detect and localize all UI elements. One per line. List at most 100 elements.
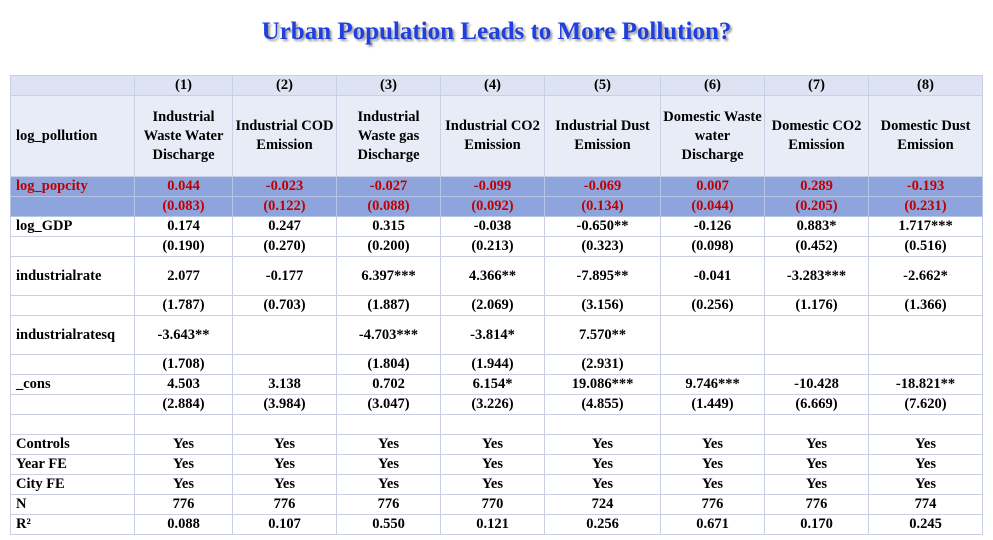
coef-cell: 0.315 [336, 216, 441, 237]
column-header: Domestic CO2 Emission [764, 95, 869, 177]
row-label-empty [10, 394, 135, 415]
column-number: (1) [134, 75, 233, 96]
coef-cell: -2.662* [868, 256, 983, 296]
se-cell: (1.176) [764, 295, 869, 316]
coef-cell: 6.154* [440, 374, 545, 395]
se-cell: (1.366) [868, 295, 983, 316]
spacer-cell [544, 414, 661, 435]
coef-row-log-gdp: log_GDP 0.174 0.247 0.315 -0.038 -0.650*… [10, 216, 983, 237]
coef-cell: 4.503 [134, 374, 233, 395]
se-cell: (1.887) [336, 295, 441, 316]
coef-cell [232, 315, 337, 355]
row-label-empty [10, 295, 135, 316]
se-cell: (3.047) [336, 394, 441, 415]
spacer-cell [868, 414, 983, 435]
footer-cell: Yes [134, 434, 233, 455]
footer-cell: Yes [764, 474, 869, 495]
se-cell: (0.122) [232, 196, 337, 217]
coef-cell: -0.193 [868, 176, 983, 197]
coef-cell: 0.883* [764, 216, 869, 237]
column-number: (6) [660, 75, 765, 96]
footer-cell: Yes [544, 454, 661, 475]
row-label: R² [10, 514, 135, 535]
footer-cell: Yes [440, 434, 545, 455]
footer-cell: Yes [660, 454, 765, 475]
footer-cell: Yes [440, 474, 545, 495]
se-cell: (4.855) [544, 394, 661, 415]
coef-cell: -4.703*** [336, 315, 441, 355]
row-label: log_popcity [10, 176, 135, 197]
se-cell [660, 354, 765, 375]
spacer-cell [336, 414, 441, 435]
column-header: Industrial Waste gas Discharge [336, 95, 441, 177]
row-label: Controls [10, 434, 135, 455]
se-cell: (0.098) [660, 236, 765, 257]
column-header-row: log_pollution Industrial Waste Water Dis… [10, 95, 983, 177]
row-label-empty [10, 354, 135, 375]
se-cell: (3.156) [544, 295, 661, 316]
footer-row-r-squared: R² 0.088 0.107 0.550 0.121 0.256 0.671 0… [10, 514, 983, 535]
coef-cell: 0.289 [764, 176, 869, 197]
footer-cell: 776 [660, 494, 765, 515]
coef-cell: -0.650** [544, 216, 661, 237]
coef-cell: 9.746*** [660, 374, 765, 395]
footer-cell: 0.245 [868, 514, 983, 535]
row-label: N [10, 494, 135, 515]
coef-cell: 7.570** [544, 315, 661, 355]
se-row-industrialratesq: (1.708) (1.804) (1.944) (2.931) [10, 354, 983, 375]
column-number: (2) [232, 75, 337, 96]
se-cell: (0.213) [440, 236, 545, 257]
spacer-cell [764, 414, 869, 435]
footer-cell: 776 [764, 494, 869, 515]
footer-cell: Yes [660, 434, 765, 455]
footer-cell: Yes [232, 454, 337, 475]
column-number: (8) [868, 75, 983, 96]
spacer-cell [134, 414, 233, 435]
spacer-cell [440, 414, 545, 435]
column-header: Industrial Dust Emission [544, 95, 661, 177]
coef-cell: 19.086*** [544, 374, 661, 395]
coef-cell [868, 315, 983, 355]
coef-cell: 2.077 [134, 256, 233, 296]
footer-cell: Yes [336, 434, 441, 455]
se-cell: (1.787) [134, 295, 233, 316]
row-label: Year FE [10, 454, 135, 475]
footer-cell: 0.107 [232, 514, 337, 535]
se-cell: (6.669) [764, 394, 869, 415]
se-row-log-popcity: (0.083) (0.122) (0.088) (0.092) (0.134) … [10, 196, 983, 217]
column-number: (3) [336, 75, 441, 96]
footer-cell: Yes [440, 454, 545, 475]
coef-cell: 0.044 [134, 176, 233, 197]
coef-cell: -0.023 [232, 176, 337, 197]
dependent-variable-label: log_pollution [10, 95, 135, 177]
se-row-cons: (2.884) (3.984) (3.047) (3.226) (4.855) … [10, 394, 983, 415]
coef-cell: -3.814* [440, 315, 545, 355]
se-cell [764, 354, 869, 375]
footer-cell: 774 [868, 494, 983, 515]
coef-cell [660, 315, 765, 355]
coef-cell: 0.007 [660, 176, 765, 197]
column-header: Domestic Dust Emission [868, 95, 983, 177]
row-label: City FE [10, 474, 135, 495]
coef-cell: -0.027 [336, 176, 441, 197]
column-header: Domestic Waste water Discharge [660, 95, 765, 177]
footer-row-city-fe: City FE Yes Yes Yes Yes Yes Yes Yes Yes [10, 474, 983, 495]
se-row-industrialrate: (1.787) (0.703) (1.887) (2.069) (3.156) … [10, 295, 983, 316]
coef-cell: 0.702 [336, 374, 441, 395]
se-cell: (0.190) [134, 236, 233, 257]
se-cell: (0.452) [764, 236, 869, 257]
footer-cell: 776 [336, 494, 441, 515]
footer-cell: 776 [232, 494, 337, 515]
footer-cell: 724 [544, 494, 661, 515]
footer-cell: 0.088 [134, 514, 233, 535]
coef-cell: -0.177 [232, 256, 337, 296]
coef-cell: -10.428 [764, 374, 869, 395]
footer-cell: 0.170 [764, 514, 869, 535]
se-cell [868, 354, 983, 375]
coef-row-log-popcity: log_popcity 0.044 -0.023 -0.027 -0.099 -… [10, 176, 983, 197]
coef-cell: -18.821** [868, 374, 983, 395]
se-cell: (0.256) [660, 295, 765, 316]
coef-cell: -0.099 [440, 176, 545, 197]
coef-cell: -0.126 [660, 216, 765, 237]
se-cell: (0.231) [868, 196, 983, 217]
